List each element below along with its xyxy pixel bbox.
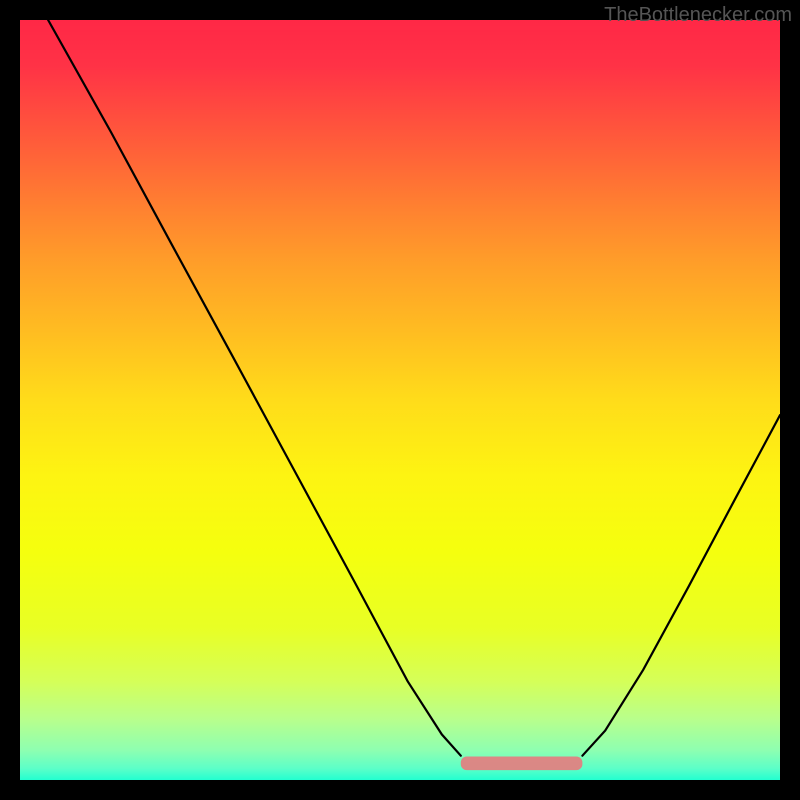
watermark-text: TheBottlenecker.com — [604, 4, 792, 27]
chart-svg — [0, 0, 800, 800]
chart-container: TheBottlenecker.com — [0, 0, 800, 800]
optimal-range-band — [461, 756, 583, 770]
